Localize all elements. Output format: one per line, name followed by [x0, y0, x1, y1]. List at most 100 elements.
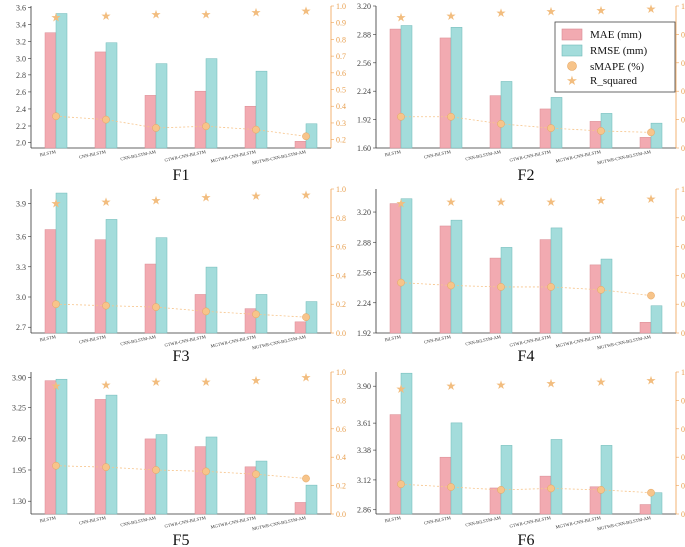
- smape-point: [202, 307, 210, 316]
- y-tick-label: 1.95: [12, 466, 26, 475]
- r2-point: ★: [596, 3, 607, 17]
- y2-tick-label: 0.4: [336, 453, 346, 462]
- category-label: BiLSTM: [384, 334, 401, 342]
- legend-rmse-label: RMSE (mm): [590, 45, 647, 57]
- smape-point: [447, 281, 455, 290]
- y-tick-label: 3.12: [357, 476, 371, 485]
- legend: MAE (mm) RMSE (mm) sMAPE (%) ★ R_squared: [554, 21, 676, 93]
- bar-mae: [94, 399, 107, 515]
- bar-rmse: [450, 422, 463, 515]
- r2-point: ★: [101, 9, 112, 23]
- y-tick-label: 3.2: [16, 38, 26, 47]
- r2-point: ★: [546, 195, 557, 209]
- bar-rmse: [55, 378, 68, 515]
- bar-mae: [389, 28, 402, 149]
- chart-panel-f4: 1.92 2.24 2.56 2.88 3.20 0.0 0.2 0.4 0.6 0.8 1.0 Bi…: [357, 185, 685, 365]
- smape-point: [497, 283, 505, 291]
- y2-tick-label: 0.2: [336, 482, 346, 491]
- r2-point: ★: [446, 195, 457, 209]
- smape-point: [152, 303, 160, 311]
- bar-mae: [294, 502, 307, 515]
- r2-point: ★: [496, 195, 507, 209]
- r2-point: ★: [201, 7, 212, 21]
- bar-rmse: [305, 484, 318, 515]
- bar-mae: [194, 90, 207, 149]
- y-tick-label: 2.24: [357, 87, 371, 96]
- y-tick-label: 2.88: [357, 30, 371, 39]
- bar-rmse: [450, 27, 463, 149]
- smape-point: [397, 112, 405, 121]
- y-tick-label: 2.60: [12, 435, 26, 444]
- y2-tick-label: 1.0: [336, 185, 346, 194]
- y-tick-label: 3.61: [357, 419, 371, 428]
- y-tick-label: 3.6: [16, 3, 26, 12]
- category-label: CNN-BiLSTM-AM: [465, 334, 501, 346]
- category-label: BiLSTM: [39, 149, 56, 157]
- y2-tick-label: 0.2: [336, 300, 346, 309]
- y-tick-label: 3.90: [357, 382, 371, 391]
- smape-point: [52, 112, 60, 121]
- category-label: MGTWR-CNN-BiLSTM: [210, 149, 256, 163]
- category-label: GTWR-CNN-BiLSTM: [509, 334, 551, 348]
- bar-rmse: [550, 439, 563, 515]
- y2-tick-label: 0.4: [336, 271, 346, 280]
- y2-tick-label: 0.2: [681, 482, 685, 491]
- category-label: MGTWR-CNN-BiLSTM: [555, 149, 601, 163]
- y-tick-label: 1.60: [357, 144, 371, 153]
- r2-point: ★: [51, 196, 62, 210]
- bar-rmse: [255, 70, 268, 149]
- smape-line: [55, 303, 307, 318]
- smape-point: [647, 128, 655, 137]
- r2-point: ★: [496, 378, 507, 392]
- r2-point: ★: [396, 382, 407, 396]
- bar-mae: [44, 380, 57, 515]
- y2-tick-label: 0.4: [681, 271, 685, 280]
- r2-point: ★: [546, 5, 557, 19]
- y-tick-label: 2.2: [16, 122, 26, 131]
- bar-mae: [94, 51, 107, 149]
- y-tick-label: 3.25: [12, 404, 26, 413]
- y-tick-label: 1.92: [357, 329, 371, 338]
- legend-mae-swatch: [561, 28, 583, 41]
- bar-mae: [44, 229, 57, 334]
- smape-line: [400, 483, 652, 494]
- y2-tick-label: 0.6: [681, 243, 685, 252]
- smape-point: [447, 112, 455, 121]
- category-label: CNN-BiLSTM: [78, 334, 106, 345]
- bar-mae: [489, 257, 502, 334]
- bar-rmse: [400, 198, 413, 334]
- smape-point: [252, 125, 260, 134]
- smape-point: [252, 470, 260, 479]
- bar-rmse: [105, 394, 118, 515]
- category-label: GTWR-CNN-BiLSTM: [509, 515, 551, 529]
- category-label: MGTWR-CNN-BiLSTM: [210, 515, 256, 529]
- smape-point: [597, 127, 605, 135]
- category-label: MGTWR-CNN-BiLSTM: [210, 334, 256, 348]
- category-label: MGTWR-CNN-BiLSTM-AM: [252, 515, 307, 531]
- y2-tick-label: 0.2: [681, 116, 685, 125]
- y2-tick-label: 0.6: [681, 425, 685, 434]
- bar-rmse: [205, 58, 218, 149]
- y-tick-label: 2.56: [357, 59, 371, 68]
- category-label: MGTWR-CNN-BiLSTM-AM: [252, 149, 307, 165]
- smape-point: [397, 480, 405, 489]
- r2-point: ★: [446, 379, 457, 393]
- r2-point: ★: [646, 192, 657, 206]
- bar-rmse: [650, 305, 663, 334]
- category-label: CNN-BiLSTM-AM: [465, 149, 501, 161]
- bar-rmse: [500, 445, 513, 515]
- bar-rmse: [205, 266, 218, 334]
- category-label: CNN-BiLSTM-AM: [465, 515, 501, 527]
- smape-point: [597, 486, 605, 494]
- r2-point: ★: [546, 376, 557, 390]
- y2-tick-label: 0.2: [681, 300, 685, 309]
- bar-rmse: [650, 492, 663, 515]
- y2-tick-label: 0.8: [681, 30, 685, 39]
- smape-point: [102, 115, 110, 124]
- y-tick-label: 3.9: [16, 199, 26, 208]
- legend-mae-label: MAE (mm): [590, 29, 642, 41]
- category-label: MGTWR-CNN-BiLSTM: [555, 334, 601, 348]
- chart-panel-f6: 2.86 3.12 3.38 3.61 3.90 0.0 0.2 0.4 0.6 0.8 1.0 Bi…: [357, 368, 685, 547]
- category-label: CNN-BiLSTM: [423, 515, 451, 526]
- smape-line: [55, 115, 307, 137]
